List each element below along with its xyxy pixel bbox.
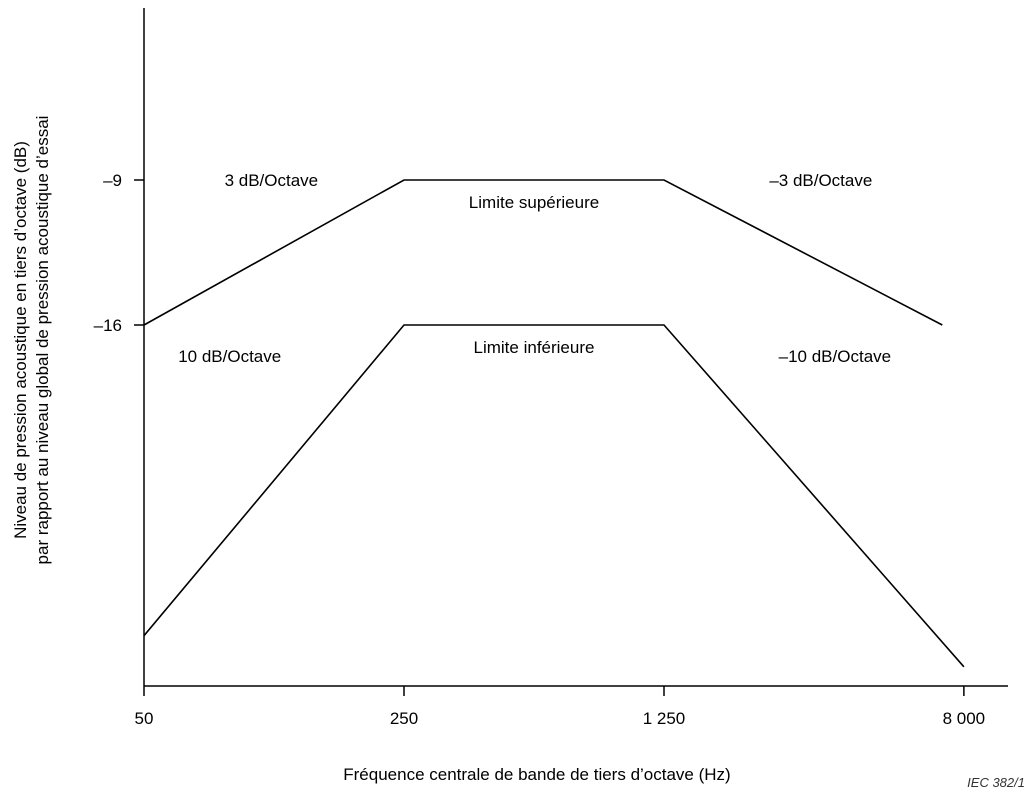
series-labels: Limite supérieure Limite inférieure	[469, 193, 599, 357]
x-tick-label: 1 250	[643, 709, 686, 728]
y-ticks: –9 –16	[94, 171, 144, 335]
series-lines	[143, 179, 965, 668]
x-ticks: 50 250 1 250 8 000	[135, 686, 986, 728]
x-tick-label: 8 000	[943, 709, 986, 728]
slope-label: –10 dB/Octave	[779, 347, 891, 366]
y-axis-title-line-2: par rapport au niveau global de pression…	[33, 116, 52, 565]
x-tick-label: 250	[390, 709, 418, 728]
figure-reference: IEC 382/1	[967, 775, 1025, 787]
lower-limit-label: Limite inférieure	[474, 338, 595, 357]
upper-limit-label: Limite supérieure	[469, 193, 599, 212]
slope-label: 3 dB/Octave	[225, 171, 319, 190]
y-tick-label: –16	[94, 316, 122, 335]
upper-limit-line	[143, 179, 943, 326]
lower-limit-line	[143, 324, 965, 668]
slope-label: 10 dB/Octave	[178, 347, 281, 366]
y-axis-title: Niveau de pression acoustique en tiers d…	[11, 116, 52, 565]
y-tick-label: –9	[103, 171, 122, 190]
y-axis-title-line-1: Niveau de pression acoustique en tiers d…	[11, 141, 30, 539]
slope-annotations: 3 dB/Octave –3 dB/Octave 10 dB/Octave –10 d…	[178, 171, 891, 366]
slope-label: –3 dB/Octave	[769, 171, 872, 190]
x-tick-label: 50	[135, 709, 154, 728]
x-axis-title: Fréquence centrale de bande de tiers d’o…	[343, 765, 730, 784]
